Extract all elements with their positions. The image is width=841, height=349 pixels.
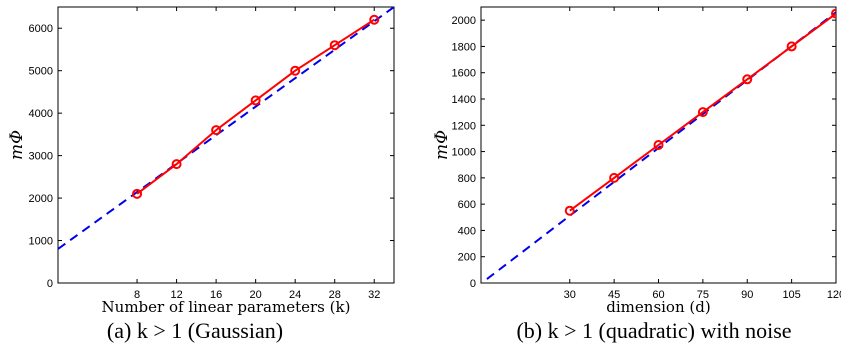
data-point-marker: [831, 8, 836, 19]
data-point-marker: [329, 40, 340, 51]
data-point-marker: [742, 74, 753, 85]
y-tick-label: 800: [458, 173, 476, 185]
chart-caption: (a) k > 1 (Gaussian): [107, 318, 283, 343]
y-tick-label: 1000: [29, 236, 53, 248]
y-tick-label: 200: [458, 252, 476, 264]
y-tick-label: 1200: [452, 120, 476, 132]
y-tick-label: 4000: [29, 108, 53, 120]
y-tick-label: 3000: [29, 151, 53, 163]
x-tick-label: 75: [697, 289, 709, 301]
data-point-marker: [564, 205, 575, 216]
x-axis-label: Number of linear parameters (k): [102, 298, 351, 316]
y-tick-label: 5000: [29, 66, 53, 78]
y-tick-label: 0: [470, 278, 476, 290]
x-tick-label: 16: [210, 289, 222, 301]
data-point-marker: [290, 65, 301, 76]
x-tick-label: 105: [782, 289, 800, 301]
x-tick-label: 45: [608, 289, 620, 301]
x-tick-label: 8: [134, 289, 140, 301]
x-tick-label: 90: [741, 289, 753, 301]
series-group: [486, 8, 836, 280]
chart-caption: (b) k > 1 (quadratic) with noise: [516, 318, 791, 343]
y-tick-label: 0: [47, 278, 53, 290]
x-tick-label: 12: [170, 289, 182, 301]
y-axis-label: mΦ: [7, 130, 27, 160]
chart-a: 8 12 16 20 24 28 32 0 1000 2000 3000 4000 5000 6000 Nu…: [7, 6, 395, 343]
series-group: [58, 7, 394, 250]
data-point-marker: [609, 172, 620, 183]
plot-frame: [57, 6, 395, 284]
y-tick-label: 1800: [452, 41, 476, 53]
x-tick-label: 120: [827, 289, 841, 301]
y-tick-label: 1600: [452, 68, 476, 80]
y-axis-label: mΦ: [432, 130, 452, 160]
data-point-marker: [697, 107, 708, 118]
chart-b: 3045607590105120020040060080010001200140…: [432, 6, 841, 343]
data-point-marker: [653, 140, 664, 150]
y-tick-label: 600: [458, 199, 476, 211]
y-tick-label: 1400: [452, 94, 476, 106]
data-point-marker: [211, 125, 222, 136]
y-tick-label: 6000: [29, 23, 53, 35]
y-tick-label: 2000: [29, 193, 53, 205]
y-tick-label: 400: [458, 225, 476, 237]
x-tick-label: 28: [329, 289, 341, 301]
data-point-marker: [132, 188, 143, 199]
data-point-marker: [250, 95, 261, 106]
x-tick-label: 32: [368, 289, 380, 301]
red-data-line: [569, 12, 836, 212]
data-point-marker: [369, 14, 380, 25]
y-tick-label: 1000: [452, 147, 476, 159]
x-tick-label: 30: [564, 289, 576, 301]
x-tick-label: 24: [289, 289, 301, 301]
y-tick-label: 2000: [452, 15, 476, 27]
data-point-marker: [786, 41, 797, 52]
x-tick-label: 20: [250, 289, 262, 301]
data-point-marker: [171, 159, 182, 170]
x-axis-label: dimension (d): [606, 298, 710, 316]
dashed-fit-line: [58, 7, 394, 250]
x-tick-label: 60: [652, 289, 664, 301]
red-data-line: [136, 18, 375, 195]
